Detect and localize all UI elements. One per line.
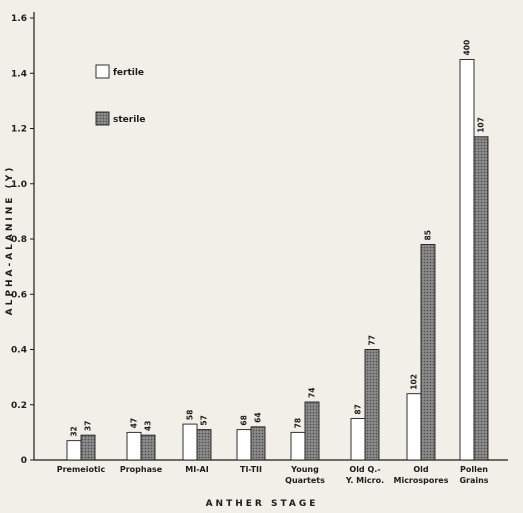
legend-swatch-sterile: [95, 111, 110, 126]
bar-sterile: [196, 429, 212, 461]
y-tick-label: 0.8: [11, 235, 27, 245]
category-label: Old Q.-: [349, 465, 380, 474]
y-tick-label: 1.2: [11, 125, 27, 135]
data-label: 85: [424, 230, 433, 240]
category-label: MI-AI: [185, 465, 208, 474]
data-label: 43: [144, 421, 153, 431]
bar-sterile: [304, 401, 320, 461]
legend-label-fertile: fertile: [113, 68, 144, 78]
category-label: Young: [290, 465, 319, 474]
bar-fertile: [459, 58, 475, 461]
bar-fertile: [406, 393, 422, 461]
bar-fertile: [66, 440, 82, 461]
category-label: Grains: [459, 476, 488, 485]
data-label: 77: [368, 335, 377, 345]
data-label: 47: [130, 418, 139, 428]
bar-sterile: [364, 349, 380, 461]
y-tick-label: 0: [21, 456, 27, 466]
y-tick-label: 0.6: [11, 290, 27, 300]
category-label: TI-TII: [240, 465, 262, 474]
data-label: 64: [254, 412, 263, 422]
category-label: Microspores: [393, 476, 448, 485]
bar-fertile: [126, 431, 142, 461]
y-tick-label: 1.6: [11, 14, 27, 24]
y-tick-label: 0.2: [11, 401, 27, 411]
x-axis-title: ANTHER STAGE: [206, 499, 319, 509]
category-label: Prophase: [120, 465, 163, 474]
bar-fertile: [236, 429, 252, 461]
category-label: Premeiotic: [57, 465, 106, 474]
data-label: 400: [463, 40, 472, 56]
data-label: 37: [84, 421, 93, 431]
bar-sterile: [140, 434, 156, 461]
y-axis-title: ALPHA-ALANINE (Y): [5, 165, 15, 316]
legend-label-sterile: sterile: [113, 115, 145, 125]
bar-fertile: [182, 423, 198, 461]
category-label: Old: [413, 465, 429, 474]
data-label: 68: [240, 415, 249, 425]
bar-sterile: [473, 136, 489, 461]
y-tick-label: 1.0: [11, 180, 27, 190]
data-label: 87: [354, 404, 363, 414]
category-label: Pollen: [460, 465, 488, 474]
bar-sterile: [420, 244, 436, 461]
y-tick-label: 0.4: [11, 346, 27, 356]
category-label: Y. Micro.: [345, 476, 384, 485]
data-label: 32: [70, 426, 79, 436]
bar-sterile: [250, 426, 266, 461]
y-tick-label: 1.4: [11, 69, 27, 79]
data-label: 58: [186, 410, 195, 420]
data-label: 78: [294, 418, 303, 428]
data-label: 74: [308, 388, 317, 398]
data-label: 102: [410, 374, 419, 390]
bar-fertile: [350, 418, 366, 461]
category-label: Quartets: [285, 476, 325, 485]
bar-sterile: [80, 434, 96, 461]
bar-fertile: [290, 431, 306, 461]
legend-swatch-fertile: [95, 64, 110, 79]
data-label: 107: [477, 117, 486, 133]
data-label: 57: [200, 415, 209, 425]
